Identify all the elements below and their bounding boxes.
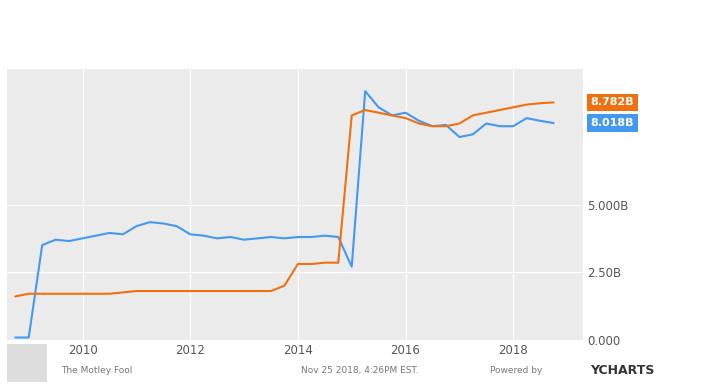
Text: The Motley Fool: The Motley Fool <box>61 366 132 375</box>
Text: Powered by: Powered by <box>490 366 542 375</box>
Text: 8.018B: 8.018B <box>590 118 634 128</box>
Text: YCHARTS: YCHARTS <box>590 364 654 377</box>
Text: 8.782B: 8.782B <box>590 97 634 107</box>
Text: Nov 25 2018, 4:26PM EST.: Nov 25 2018, 4:26PM EST. <box>301 366 419 375</box>
